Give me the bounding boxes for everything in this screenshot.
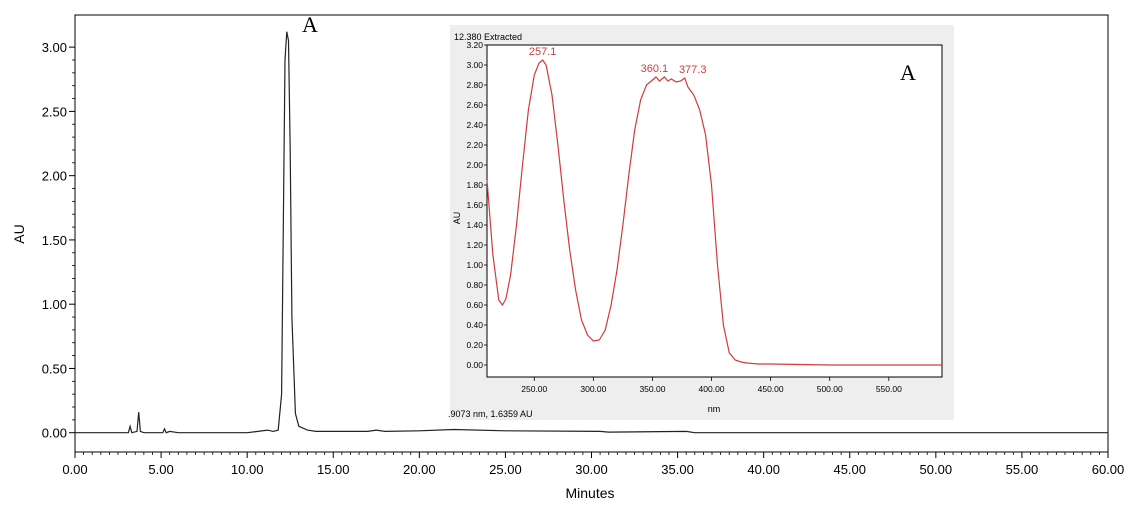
inset-y-tick-label: 0.20 bbox=[466, 340, 483, 350]
inset-y-tick-label: 1.60 bbox=[466, 200, 483, 210]
inset-peak-annotation: 257.1 bbox=[529, 46, 557, 58]
main-x-tick-label: 15.00 bbox=[317, 462, 350, 477]
inset-series-line bbox=[486, 59, 942, 366]
inset-y-tick-label: 2.60 bbox=[466, 100, 483, 110]
inset-y-tick-label: 0.40 bbox=[466, 320, 483, 330]
inset-x-tick-label: 450.00 bbox=[758, 384, 784, 394]
inset-peak-annotation: 360.1 bbox=[641, 63, 669, 75]
inset-y-tick-label: 1.00 bbox=[466, 260, 483, 270]
inset-y-tick-label: 1.20 bbox=[466, 240, 483, 250]
main-y-axis: 0.00 0.50 1.00 1.50 2.00 2.50 3.00 bbox=[42, 40, 75, 441]
inset-y-tick-label: 1.40 bbox=[466, 220, 483, 230]
inset-x-tick-label: 300.00 bbox=[580, 384, 606, 394]
inset-x-tick-label: 250.00 bbox=[521, 384, 547, 394]
inset-y-tick-label: 2.80 bbox=[466, 80, 483, 90]
main-y-tick-label: 3.00 bbox=[42, 40, 67, 55]
inset-y-tick-label: 2.20 bbox=[466, 140, 483, 150]
main-x-tick-label: 0.00 bbox=[62, 462, 87, 477]
main-x-tick-label: 25.00 bbox=[489, 462, 522, 477]
main-y-tick-label: 1.00 bbox=[42, 297, 67, 312]
inset-x-axis: 250.00 300.00 350.00 400.00 450.00 500.00 550.… bbox=[521, 377, 902, 394]
main-x-axis: 0.00 5.00 10.00 15.00 20.00 25.00 30.00 35.00 40… bbox=[62, 452, 1124, 477]
inset-plot-frame bbox=[486, 44, 943, 378]
main-x-tick-label: 50.00 bbox=[920, 462, 953, 477]
main-x-tick-label: 35.00 bbox=[661, 462, 694, 477]
inset-x-tick-label: 400.00 bbox=[699, 384, 725, 394]
inset-y-axis: 0.00 0.20 0.40 0.60 0.80 1.00 1.20 1.40 1.60 1.80… bbox=[466, 40, 487, 370]
inset-x-tick-label: 350.00 bbox=[639, 384, 665, 394]
main-chart: 0.00 0.50 1.00 1.50 2.00 2.50 3.00 0.00 5.00 10.… bbox=[11, 12, 1124, 501]
inset-y-tick-label: 0.00 bbox=[466, 360, 483, 370]
inset-y-tick-label: 2.00 bbox=[466, 160, 483, 170]
inset-y-tick-label: 0.80 bbox=[466, 280, 483, 290]
main-series-line bbox=[75, 31, 1108, 434]
main-x-tick-label: 60.00 bbox=[1092, 462, 1125, 477]
main-y-tick-label: 1.50 bbox=[42, 233, 67, 248]
inset-y-tick-label: 2.40 bbox=[466, 120, 483, 130]
main-x-tick-label: 20.00 bbox=[403, 462, 436, 477]
main-x-tick-label: 5.00 bbox=[148, 462, 173, 477]
inset-status-readout: .9073 nm, 1.6359 AU bbox=[448, 409, 533, 419]
main-x-tick-label: 55.00 bbox=[1006, 462, 1039, 477]
main-y-axis-label: AU bbox=[11, 224, 27, 243]
main-x-tick-label: 40.00 bbox=[747, 462, 780, 477]
inset-y-axis-label: AU bbox=[452, 212, 462, 225]
main-x-tick-label: 10.00 bbox=[231, 462, 264, 477]
inset-y-tick-label: 1.80 bbox=[466, 180, 483, 190]
inset-peak-label: A bbox=[900, 60, 916, 85]
main-y-tick-label: 2.50 bbox=[42, 104, 67, 119]
main-x-axis-label: Minutes bbox=[565, 485, 614, 501]
main-peak-label: A bbox=[302, 12, 318, 37]
inset-peak-annotations: 257.1 360.1 377.3 bbox=[529, 46, 707, 76]
main-x-tick-label: 30.00 bbox=[575, 462, 608, 477]
inset-x-tick-label: 500.00 bbox=[817, 384, 843, 394]
inset-x-tick-label: 550.00 bbox=[876, 384, 902, 394]
main-y-tick-label: 0.00 bbox=[42, 426, 67, 441]
inset-y-tick-label: 3.20 bbox=[466, 40, 483, 50]
inset-chart: 12.380 Extracted 0.00 0.20 0.40 0.60 0.80 1.0… bbox=[448, 25, 954, 420]
inset-peak-annotation: 377.3 bbox=[679, 64, 707, 76]
main-x-tick-label: 45.00 bbox=[833, 462, 866, 477]
main-y-tick-label: 0.50 bbox=[42, 361, 67, 376]
inset-title: 12.380 Extracted bbox=[454, 32, 522, 42]
main-y-tick-label: 2.00 bbox=[42, 169, 67, 184]
inset-y-tick-label: 3.00 bbox=[466, 60, 483, 70]
inset-y-tick-label: 0.60 bbox=[466, 300, 483, 310]
inset-x-axis-label: nm bbox=[708, 404, 721, 414]
